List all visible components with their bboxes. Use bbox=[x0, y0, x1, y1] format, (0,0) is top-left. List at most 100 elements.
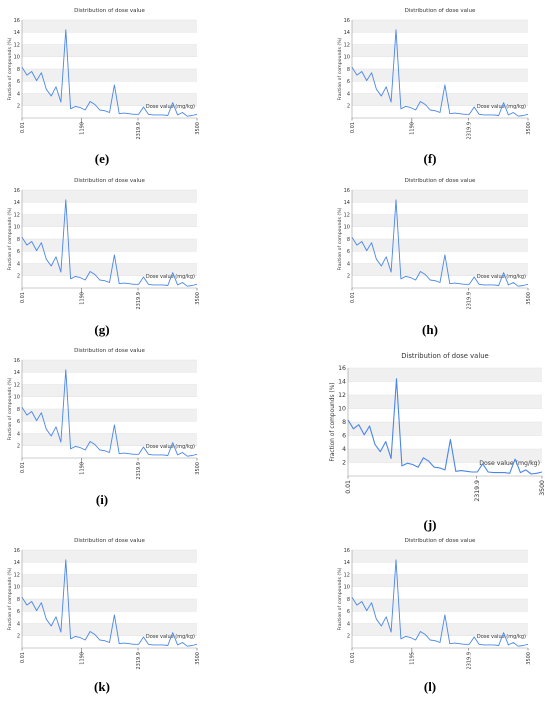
chart-svg: Distribution of dose value 2 4 6 8 10 12 14 16 Fr… bbox=[330, 352, 546, 502]
y-tick-label: 8 bbox=[17, 237, 20, 243]
grid-band bbox=[348, 368, 542, 382]
chart-panel: Distribution of dose value 2 4 6 8 10 12 14 16 Fr… bbox=[337, 534, 548, 674]
grid-band bbox=[352, 93, 528, 106]
y-tick-label: 12 bbox=[344, 212, 350, 218]
y-tick-label: 2 bbox=[347, 634, 350, 640]
y-axis-label: Fraction of compounds (%) bbox=[7, 377, 13, 440]
chart-panel: Distribution of dose value 2 4 6 8 10 12 14 16 Fr… bbox=[7, 174, 220, 314]
y-tick-label: 14 bbox=[344, 560, 350, 566]
x-tick-label: 3500 bbox=[195, 652, 201, 665]
chart-svg: Distribution of dose value 2 4 6 8 10 12 14 16 Fr… bbox=[7, 178, 201, 310]
y-tick-label: 10 bbox=[344, 55, 350, 61]
x-axis-label: Dose value (mg/kg) bbox=[146, 274, 195, 280]
grid-band bbox=[22, 190, 197, 203]
x-tick-label: 0.01 bbox=[20, 292, 26, 303]
y-tick-label: 16 bbox=[14, 548, 20, 554]
y-tick-label: 8 bbox=[17, 597, 20, 603]
chart-svg: Distribution of dose value 2 4 6 8 10 12 14 16 Fr… bbox=[337, 538, 532, 670]
grid-band bbox=[352, 214, 528, 227]
x-tick-label: 0.01 bbox=[20, 122, 26, 133]
y-tick-label: 2 bbox=[17, 274, 20, 280]
grid-band bbox=[22, 360, 197, 373]
y-tick-label: 4 bbox=[342, 446, 346, 453]
chart-panel: Distribution of dose value 2 4 6 8 10 12 14 16 Fr… bbox=[337, 174, 548, 314]
x-tick-label: 1190 bbox=[79, 122, 85, 135]
y-tick-label: 16 bbox=[14, 358, 20, 364]
x-tick-label: 1190 bbox=[79, 462, 85, 475]
y-axis-label: Fraction of compounds (%) bbox=[7, 207, 13, 270]
grid-band bbox=[22, 409, 197, 422]
y-tick-label: 10 bbox=[14, 225, 20, 231]
x-tick-label: 2319.9 bbox=[466, 292, 472, 310]
y-axis-label: Fraction of compounds (%) bbox=[7, 37, 13, 100]
chart-title: Distribution of dose value bbox=[405, 538, 476, 544]
x-tick-label: 2319.9 bbox=[136, 652, 142, 670]
y-axis-label: Fraction of compounds (%) bbox=[337, 37, 343, 100]
grid-band bbox=[22, 599, 197, 612]
y-tick-label: 4 bbox=[17, 261, 20, 267]
x-tick-label: 1190 bbox=[410, 122, 416, 135]
grid-band bbox=[22, 263, 197, 276]
chart-title: Distribution of dose value bbox=[405, 178, 476, 184]
x-tick-label: 2319.9 bbox=[474, 480, 481, 502]
y-axis-label: Fraction of compounds (%) bbox=[337, 207, 343, 270]
y-tick-label: 2 bbox=[17, 104, 20, 110]
y-tick-label: 14 bbox=[14, 560, 20, 566]
grid-band bbox=[348, 449, 542, 463]
x-tick-label: 3500 bbox=[195, 122, 201, 135]
y-tick-label: 12 bbox=[344, 572, 350, 578]
grid-band bbox=[352, 44, 528, 57]
y-tick-label: 14 bbox=[344, 200, 350, 206]
grid-band bbox=[348, 422, 542, 436]
y-tick-label: 16 bbox=[344, 188, 350, 194]
y-tick-label: 14 bbox=[14, 30, 20, 36]
grid-band bbox=[352, 69, 528, 82]
y-tick-label: 4 bbox=[347, 91, 350, 97]
y-tick-label: 4 bbox=[347, 621, 350, 627]
chart-title: Distribution of dose value bbox=[74, 348, 145, 354]
chart-svg: Distribution of dose value 2 4 6 8 10 12 14 16 Fr… bbox=[7, 538, 201, 670]
grid-band bbox=[22, 550, 197, 563]
grid-band bbox=[22, 20, 197, 33]
x-tick-label: 2319.9 bbox=[136, 292, 142, 310]
y-tick-label: 10 bbox=[14, 395, 20, 401]
x-tick-label: 2319.9 bbox=[466, 652, 472, 670]
panel-label: (i) bbox=[95, 492, 109, 507]
y-tick-label: 16 bbox=[14, 188, 20, 194]
y-tick-label: 2 bbox=[17, 444, 20, 450]
y-tick-label: 2 bbox=[347, 104, 350, 110]
chart-panel: Distribution of dose value 2 4 6 8 10 12 14 16 Fr… bbox=[337, 4, 548, 144]
grid-band bbox=[352, 239, 528, 252]
panel-label: (l) bbox=[423, 679, 437, 694]
y-tick-label: 12 bbox=[14, 382, 20, 388]
y-tick-label: 12 bbox=[14, 572, 20, 578]
chart-svg: Distribution of dose value 2 4 6 8 10 12 14 16 Fr… bbox=[7, 8, 201, 140]
y-tick-label: 16 bbox=[344, 18, 350, 24]
y-tick-label: 6 bbox=[17, 419, 20, 425]
y-tick-label: 14 bbox=[338, 379, 346, 386]
x-axis-label: Dose value (mg/kg) bbox=[479, 460, 540, 467]
grid-band bbox=[22, 384, 197, 397]
y-tick-label: 14 bbox=[14, 200, 20, 206]
chart-title: Distribution of dose value bbox=[74, 8, 145, 14]
y-tick-label: 6 bbox=[347, 79, 350, 85]
x-tick-label: 3500 bbox=[526, 122, 532, 135]
x-tick-label: 1195 bbox=[410, 652, 416, 665]
x-tick-label: 3500 bbox=[195, 462, 201, 475]
x-tick-label: 0.01 bbox=[350, 292, 356, 303]
grid-band bbox=[352, 574, 528, 587]
grid-band bbox=[22, 574, 197, 587]
chart-panel: Distribution of dose value 2 4 6 8 10 12 14 16 Fr… bbox=[7, 344, 220, 484]
grid-band bbox=[22, 69, 197, 82]
y-tick-label: 6 bbox=[17, 79, 20, 85]
grid-band bbox=[22, 93, 197, 106]
chart-panel: Distribution of dose value 2 4 6 8 10 12 14 16 Fr… bbox=[7, 534, 220, 674]
x-tick-label: 1190 bbox=[79, 652, 85, 665]
panel-label: (k) bbox=[94, 679, 110, 694]
panel-label: (h) bbox=[422, 322, 438, 337]
y-tick-label: 4 bbox=[347, 261, 350, 267]
x-tick-label: 3500 bbox=[526, 292, 532, 305]
y-tick-label: 2 bbox=[17, 634, 20, 640]
y-tick-label: 10 bbox=[338, 406, 346, 413]
y-tick-label: 10 bbox=[344, 225, 350, 231]
